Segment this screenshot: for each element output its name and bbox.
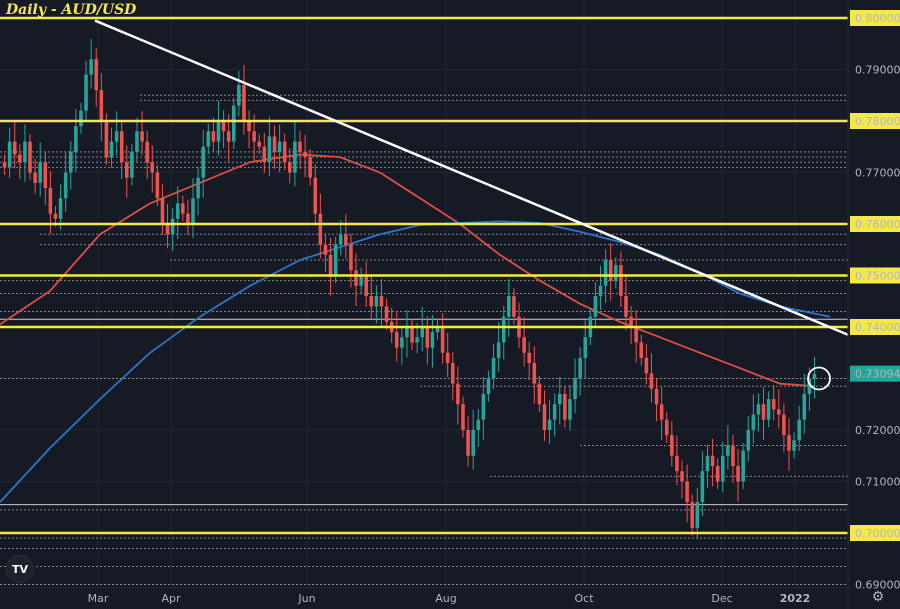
time-axis-label: 2022 xyxy=(780,592,811,605)
price-axis[interactable]: 0.80000 0.79000 0.78000 0.77000 0.76000 0.750… xyxy=(850,10,900,592)
time-axis-label: Oct xyxy=(574,592,594,605)
current-price-tag xyxy=(850,365,900,382)
moving-average-line[interactable] xyxy=(0,153,816,388)
time-axis-label: Dec xyxy=(711,592,732,605)
level-price-tag xyxy=(850,319,900,335)
highlight-circle xyxy=(807,366,831,391)
time-axis-label: Mar xyxy=(88,592,109,605)
gear-icon[interactable]: ⚙ xyxy=(871,588,885,604)
dotted-levels xyxy=(0,94,848,585)
candles xyxy=(2,39,817,539)
price-axis-label: 0.79000 xyxy=(855,64,900,77)
chart-title: Daily - AUD/USD xyxy=(6,2,137,18)
price-axis-label: 0.78000 xyxy=(855,115,900,128)
level-price-tag xyxy=(850,113,900,129)
trendline[interactable] xyxy=(94,19,849,336)
price-axis-label: 0.72000 xyxy=(855,424,900,437)
price-axis-label: 0.77000 xyxy=(855,167,900,180)
price-axis-label: 0.75000 xyxy=(855,270,900,283)
price-axis-label: 0.76000 xyxy=(855,218,900,231)
price-axis-label: 0.80000 xyxy=(855,12,900,25)
time-axis[interactable]: Mar Apr Jun Aug Oct Dec 2022 xyxy=(88,592,811,605)
price-axis-label: 0.69000 xyxy=(855,579,900,592)
price-axis-label: 0.74000 xyxy=(855,321,900,334)
price-axis-label: 0.73094 xyxy=(855,368,900,381)
tradingview-logo[interactable]: TV xyxy=(6,555,34,583)
level-price-tag xyxy=(850,525,900,541)
level-price-tag xyxy=(850,10,900,26)
price-axis-label: 0.71000 xyxy=(855,476,900,489)
time-axis-label: Jun xyxy=(297,592,315,605)
level-price-tag xyxy=(850,267,900,284)
time-axis-label: Apr xyxy=(161,592,181,605)
time-axis-label: Aug xyxy=(435,592,456,605)
level-price-tag xyxy=(850,216,900,232)
price-axis-label: 0.70000 xyxy=(855,527,900,540)
